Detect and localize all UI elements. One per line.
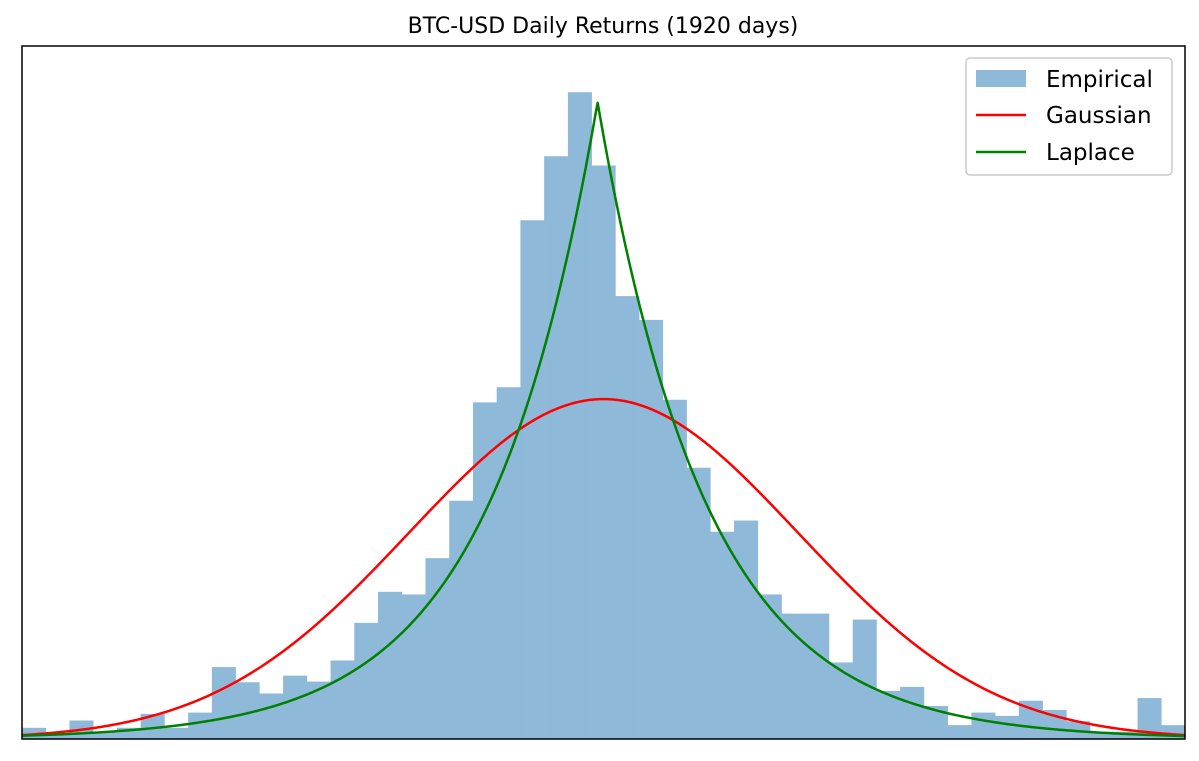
histogram-bar xyxy=(544,156,569,740)
histogram-bar xyxy=(472,402,497,739)
histogram-bar xyxy=(354,622,379,739)
chart-title: BTC-USD Daily Returns (1920 days) xyxy=(408,14,799,39)
histogram-bar xyxy=(947,725,972,739)
histogram-bar xyxy=(1090,731,1115,739)
laplace-curve xyxy=(21,101,1186,738)
histogram-bar xyxy=(662,399,687,739)
curve-layer xyxy=(21,101,1186,738)
histogram-bar xyxy=(45,733,70,739)
legend: Empirical Gaussian Laplace xyxy=(965,57,1173,176)
legend-swatch-empirical xyxy=(976,70,1026,87)
histogram-bar xyxy=(496,387,521,739)
legend-box xyxy=(965,57,1173,176)
legend-label-gaussian: Gaussian xyxy=(1046,103,1152,129)
histogram-bar xyxy=(211,667,236,739)
histogram-bar xyxy=(900,686,925,739)
legend-label-laplace: Laplace xyxy=(1046,140,1135,166)
histogram-bar xyxy=(93,731,118,739)
histogram-bar xyxy=(425,558,450,739)
histogram-bar xyxy=(805,613,830,739)
histogram-bar xyxy=(449,500,474,739)
histogram-bar xyxy=(567,92,592,739)
histogram-bar xyxy=(615,296,640,739)
histogram-bar xyxy=(188,712,213,739)
histogram-bar xyxy=(116,727,141,739)
histogram-bar xyxy=(306,681,331,739)
histogram-bar xyxy=(734,520,759,739)
plot-frame xyxy=(21,45,1186,740)
histogram-bar xyxy=(164,727,189,739)
histogram-bar xyxy=(971,712,996,739)
histogram-bar xyxy=(710,531,735,739)
histogram-bar xyxy=(401,594,426,739)
histogram-bar xyxy=(1113,731,1138,739)
histogram-bar xyxy=(995,715,1020,739)
histogram-bars xyxy=(22,92,1186,740)
gaussian-curve xyxy=(21,397,1186,737)
histogram-bar xyxy=(378,591,403,739)
histogram-bar xyxy=(283,675,308,739)
histogram-bar xyxy=(591,165,616,739)
histogram-bar xyxy=(520,220,545,740)
histogram-bar xyxy=(1018,700,1043,739)
histogram-bar xyxy=(828,662,854,739)
histogram-bar xyxy=(686,467,711,739)
histogram-bar xyxy=(259,693,284,739)
histogram-bar xyxy=(639,319,664,739)
legend-label-empirical: Empirical xyxy=(1046,67,1153,93)
